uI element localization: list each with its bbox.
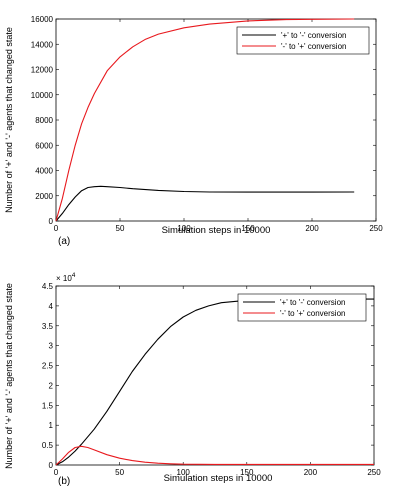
y-tick-label-b-6: 3 — [49, 342, 54, 351]
y-tick-label-a-2: 4000 — [35, 167, 53, 176]
x-axis-label-b: Simulation steps in 10000 — [164, 473, 273, 484]
series-line-a-0 — [55, 185, 355, 222]
x-tick-label-a-1: 50 — [116, 224, 125, 233]
legend-label-b-0: '+' to '-' conversion — [280, 298, 345, 307]
legend-a: '+' to '-' conversion '-' to '+' convers… — [236, 26, 370, 55]
y-tick-label-a-4: 8000 — [35, 116, 53, 125]
chart-panel-b: 0 50 100 150 200 250 0 0.5 1 1.5 2 2.5 3 3.5 4 4.5 × 1… — [4, 272, 381, 487]
y-tick-label-b-8: 4 — [49, 302, 54, 311]
y-tick-label-b-5: 2.5 — [42, 362, 54, 371]
legend-label-b-1: '-' to '+' conversion — [280, 309, 345, 318]
x-tick-label-b-1: 50 — [115, 468, 124, 477]
y-tick-label-b-7: 3.5 — [42, 322, 54, 331]
y-tick-label-a-1: 2000 — [35, 192, 53, 201]
x-tick-label-b-2: 100 — [177, 468, 191, 477]
panel-label-b: (b) — [58, 476, 70, 487]
series-layer-a — [55, 18, 355, 222]
y-tick-label-b-2: 1 — [49, 421, 54, 430]
chart-panel-a: 0 50 100 150 200 250 0 2000 4000 6000 8000 10000 12… — [4, 15, 383, 247]
x-axis-a: 0 50 100 150 200 250 — [54, 19, 383, 233]
y-axis-b: 0 0.5 1 1.5 2 2.5 3 3.5 4 4.5 — [42, 282, 374, 470]
plot-area-b — [55, 285, 375, 466]
series-line-a-1 — [55, 18, 355, 222]
y-tick-label-b-1: 0.5 — [42, 441, 54, 450]
x-tick-label-a-0: 0 — [54, 224, 59, 233]
x-tick-label-b-4: 200 — [304, 468, 318, 477]
legend-label-a-1: '-' to '+' conversion — [281, 42, 346, 51]
y-tick-label-a-7: 14000 — [31, 40, 54, 49]
x-tick-label-b-5: 250 — [367, 468, 381, 477]
y-axis-exponent-b: × 104 — [56, 272, 76, 283]
y-tick-label-a-6: 12000 — [31, 66, 54, 75]
x-tick-label-a-5: 250 — [369, 224, 383, 233]
y-axis-label-b: Number of '+' and '-' agents that change… — [4, 283, 14, 469]
legend-box-a — [236, 26, 370, 55]
x-tick-label-a-2: 100 — [177, 224, 191, 233]
x-tick-label-b-3: 150 — [240, 468, 254, 477]
x-tick-label-a-3: 150 — [241, 224, 255, 233]
y-tick-label-b-3: 1.5 — [42, 401, 54, 410]
legend-label-a-0: '+' to '-' conversion — [281, 31, 346, 40]
y-tick-label-a-0: 0 — [49, 217, 54, 226]
y-tick-label-a-8: 16000 — [31, 15, 54, 24]
y-axis-a: 0 2000 4000 6000 8000 10000 12000 14000 16000 — [31, 15, 376, 226]
y-tick-label-a-3: 6000 — [35, 141, 53, 150]
y-tick-label-b-0: 0 — [49, 461, 54, 470]
x-axis-label-a: Simulation steps in 10000 — [162, 225, 271, 236]
panel-label-a: (a) — [58, 236, 70, 247]
y-tick-label-a-5: 10000 — [31, 91, 54, 100]
y-tick-label-b-4: 2 — [49, 381, 54, 390]
legend-b: '+' to '-' conversion '-' to '+' convers… — [237, 293, 367, 322]
series-line-b-1 — [55, 445, 374, 466]
exponent-base: × 10 — [56, 274, 72, 283]
legend-box-b — [237, 293, 367, 322]
x-tick-label-b-0: 0 — [54, 468, 59, 477]
y-axis-label-a: Number of '+' and '-' agents that change… — [4, 27, 14, 213]
x-tick-label-a-4: 200 — [305, 224, 319, 233]
exponent-power: 4 — [72, 272, 76, 279]
y-tick-label-b-9: 4.5 — [42, 282, 54, 291]
